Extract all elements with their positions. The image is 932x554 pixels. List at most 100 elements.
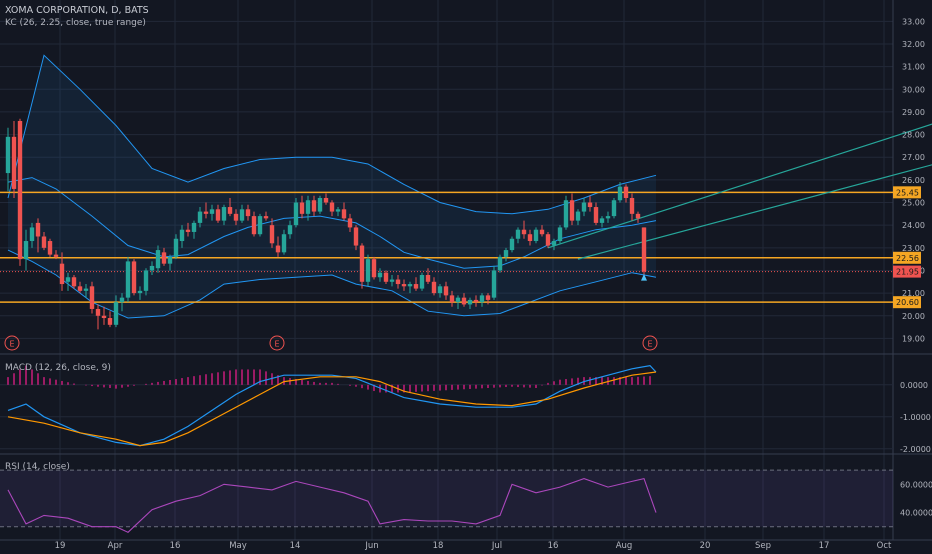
- signal-arrow-icon: [641, 273, 647, 281]
- candle-body: [89, 286, 95, 309]
- candle-body: [641, 227, 647, 272]
- candle-body: [221, 207, 227, 221]
- candle-body: [191, 222, 197, 232]
- candle-body: [455, 297, 461, 303]
- price-axis-tick: 19.00: [902, 334, 925, 343]
- candle-body: [119, 297, 125, 303]
- candle-body: [155, 250, 161, 269]
- candle-body: [209, 209, 215, 214]
- candle-body: [41, 236, 47, 248]
- price-axis-tick: 21.00: [902, 289, 925, 298]
- time-axis-tick: Oct: [877, 541, 892, 550]
- candle-body: [419, 274, 425, 289]
- earnings-marker-icon: [4, 335, 20, 351]
- candles: [5, 118, 647, 330]
- candle-body: [473, 299, 479, 303]
- rsi-axis-tick: 60.0000: [900, 480, 932, 489]
- price-axis-tick: 24.00: [902, 221, 925, 230]
- candle-body: [107, 318, 113, 325]
- candle-body: [539, 229, 545, 235]
- candle-body: [593, 207, 599, 223]
- candle-body: [125, 261, 131, 298]
- candle-body: [521, 229, 527, 235]
- time-axis-tick: Jun: [364, 541, 378, 550]
- keltner-middle-line: [7, 177, 657, 269]
- candle-body: [425, 274, 431, 282]
- candle-body: [275, 245, 281, 253]
- time-axis-tick: Aug: [616, 541, 633, 550]
- candle-body: [569, 200, 575, 221]
- level-badge-bg: [893, 186, 921, 199]
- candle-body: [311, 200, 317, 212]
- candle-body: [605, 216, 611, 219]
- candle-body: [503, 250, 509, 257]
- candle-body: [83, 288, 89, 291]
- candle-body: [317, 197, 323, 212]
- candle-body: [635, 213, 641, 219]
- candle-body: [623, 186, 629, 198]
- last-price-badge-bg: [893, 265, 921, 278]
- candle-body: [329, 202, 335, 212]
- candle-body: [587, 202, 593, 208]
- candle-body: [305, 200, 311, 214]
- candle-body: [413, 284, 419, 289]
- rsi-band-fill: [0, 470, 893, 527]
- time-axis-tick: Apr: [108, 541, 123, 550]
- candle-body: [323, 197, 329, 203]
- candle-body: [533, 229, 539, 242]
- candle-body: [11, 136, 17, 189]
- price-axis-tick: 23.00: [902, 244, 925, 253]
- level-badge-bg: [893, 251, 921, 264]
- candle-body: [143, 270, 149, 291]
- candle-body: [149, 265, 155, 271]
- candle-body: [479, 295, 485, 303]
- macd-label: MACD (12, 26, close, 9): [5, 363, 111, 373]
- candle-body: [509, 238, 515, 251]
- earnings-marker-icon: [642, 335, 658, 351]
- macd-histogram: [7, 365, 651, 393]
- candle-body: [77, 286, 83, 291]
- candle-body: [299, 202, 305, 214]
- gridlines: [0, 0, 893, 540]
- macd-signal-line: [7, 371, 657, 447]
- time-axis-tick: 18: [433, 541, 444, 550]
- candle-body: [401, 284, 407, 287]
- rsi-axis-tick: 40.0000: [900, 509, 932, 518]
- time-axis-tick: 16: [170, 541, 181, 550]
- symbol-title: XOMA CORPORATION, D, BATS: [5, 5, 149, 16]
- candle-body: [389, 279, 395, 282]
- time-axis-tick: Sep: [755, 541, 771, 550]
- price-axis-tick: 29.00: [902, 108, 925, 117]
- macd-axis-tick: -1.0000: [900, 413, 931, 422]
- candle-body: [563, 200, 569, 228]
- candle-body: [251, 216, 257, 235]
- candle-body: [59, 263, 65, 285]
- candle-body: [527, 234, 533, 242]
- candle-body: [71, 277, 77, 287]
- macd-axis-tick: 0.0000: [900, 381, 928, 390]
- price-axis-tick: 27.00: [902, 153, 925, 162]
- price-axis-tick: 32.00: [902, 40, 925, 49]
- candle-body: [407, 284, 413, 287]
- candle-body: [161, 252, 167, 264]
- candle-body: [383, 272, 389, 282]
- candle-body: [179, 229, 185, 242]
- candle-body: [185, 229, 191, 232]
- candle-body: [437, 286, 443, 294]
- candle-body: [23, 241, 29, 260]
- price-axis-tick: 25.00: [902, 199, 925, 208]
- time-axis-tick: 19: [55, 541, 66, 550]
- candle-body: [377, 272, 383, 278]
- candle-body: [485, 295, 491, 300]
- candle-body: [431, 281, 437, 294]
- price-axis-tick: 31.00: [902, 63, 925, 72]
- candle-body: [617, 186, 623, 201]
- candle-body: [35, 222, 41, 237]
- last-price-badge: 21.95: [896, 268, 919, 277]
- candle-body: [359, 245, 365, 282]
- time-axis-tick: May: [229, 541, 247, 550]
- candle-body: [545, 234, 551, 246]
- candle-body: [203, 211, 209, 214]
